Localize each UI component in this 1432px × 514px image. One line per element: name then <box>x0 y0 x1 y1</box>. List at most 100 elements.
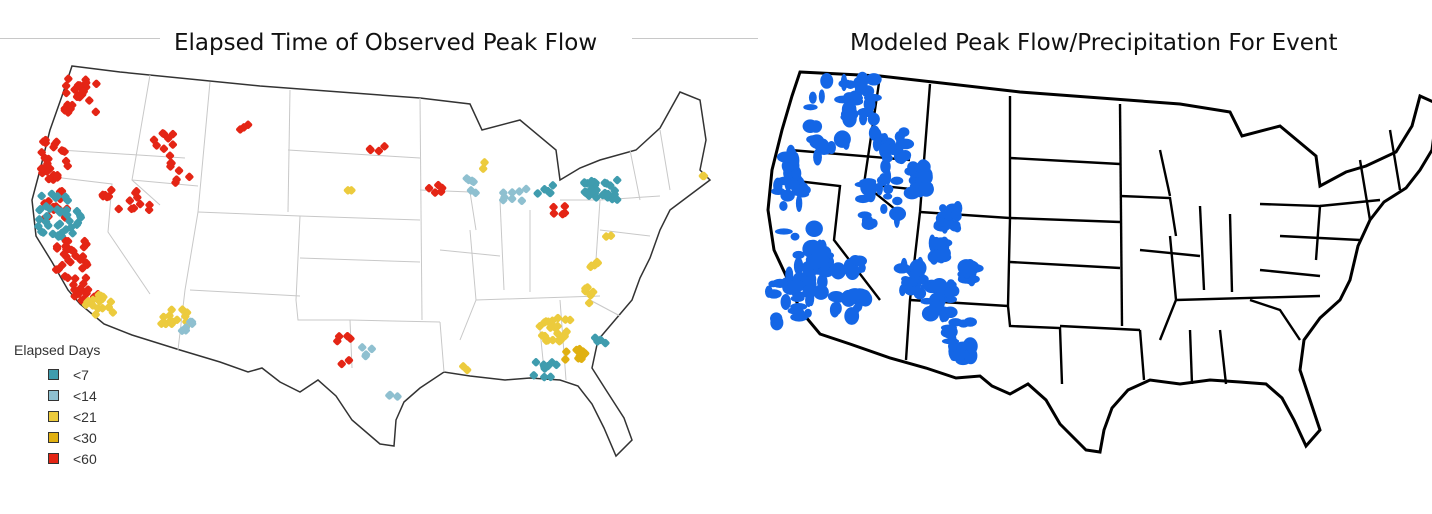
gauge-point <box>166 316 175 325</box>
gauge-point <box>471 188 480 197</box>
gauge-point <box>585 298 594 308</box>
precipitation-patch <box>879 142 892 159</box>
gauge-point <box>44 221 53 230</box>
gauge-point <box>556 336 565 345</box>
legend-label: <14 <box>73 387 97 404</box>
precipitation-patch <box>861 218 877 230</box>
gauge-point <box>549 209 559 218</box>
precipitation-patch <box>790 295 805 302</box>
gauge-point <box>479 164 488 173</box>
precipitation-patch <box>813 284 829 300</box>
gauge-point <box>35 215 44 224</box>
gauge-point <box>44 174 53 184</box>
gauge-point <box>62 88 71 98</box>
legend-item-lt60: <60 <box>14 448 100 469</box>
gauge-point <box>596 335 605 344</box>
precipitation-patch <box>876 181 883 196</box>
gauge-point <box>366 145 375 155</box>
gauge-point <box>55 219 65 229</box>
legend-swatch <box>48 369 59 380</box>
gauge-point <box>606 181 615 190</box>
legend-swatch <box>48 390 59 401</box>
gauge-point <box>553 322 562 331</box>
gauge-point <box>91 107 100 117</box>
gauge-point <box>164 134 173 143</box>
gauge-point <box>107 185 116 195</box>
precipitation-patch <box>791 169 799 180</box>
gauge-point <box>560 202 569 211</box>
gauge-point <box>131 188 140 197</box>
legend-label: <7 <box>73 366 89 383</box>
precipitation-patch <box>802 284 817 298</box>
precipitation-patch <box>803 104 818 111</box>
precipitation-patch <box>859 111 868 126</box>
gauge-point <box>393 392 402 401</box>
legend-item-lt21: <21 <box>14 406 100 427</box>
gauge-point <box>385 391 394 400</box>
gauge-point <box>114 204 123 214</box>
precipitation-patch <box>863 96 876 113</box>
precipitation-patch <box>899 284 906 297</box>
precipitation-patch <box>805 256 824 269</box>
gauge-point <box>529 371 538 380</box>
precipitation-patch <box>842 138 850 150</box>
gauge-point <box>548 181 557 190</box>
gauge-point <box>42 212 51 221</box>
precipitation-patch <box>918 181 934 197</box>
gauge-point <box>540 331 550 341</box>
legend-label: <30 <box>73 429 97 446</box>
gauge-point <box>587 177 596 186</box>
precipitation-patch <box>805 220 823 237</box>
gauge-point <box>79 87 88 96</box>
gauge-point <box>53 173 62 182</box>
precipitation-patch <box>783 190 790 200</box>
gauge-point <box>35 205 44 215</box>
precipitation-patch <box>818 89 825 104</box>
precipitation-patch <box>768 280 779 288</box>
gauge-point <box>181 323 190 332</box>
gauge-point <box>64 74 73 83</box>
gauge-point <box>127 204 136 213</box>
precipitation-patch <box>966 342 976 354</box>
gauge-point <box>69 247 78 256</box>
gauge-point <box>546 372 555 382</box>
precipitation-patch <box>852 304 860 314</box>
gauge-point <box>464 175 473 185</box>
precipitation-patch <box>785 266 794 283</box>
precipitation-patch <box>880 159 891 174</box>
gauge-point <box>39 228 48 237</box>
precipitation-patch <box>812 124 820 132</box>
precipitation-patch <box>779 201 788 212</box>
precipitation-patch <box>880 203 888 215</box>
gauge-point <box>437 187 446 196</box>
gauge-point <box>62 81 71 90</box>
gauge-point <box>535 322 544 331</box>
legend-label: <60 <box>73 450 97 467</box>
gauge-point <box>38 164 47 173</box>
precipitation-patch <box>920 283 937 290</box>
precipitation-patch <box>843 102 852 117</box>
precipitation-patch <box>919 160 931 173</box>
gauge-point <box>603 189 613 199</box>
gauge-point <box>63 273 72 282</box>
gauge-point <box>172 315 182 324</box>
gauge-point <box>188 319 197 328</box>
gauge-point <box>562 327 571 336</box>
gauge-point <box>544 317 553 326</box>
precipitation-patch <box>776 151 795 163</box>
title-rule-right <box>632 38 758 39</box>
gauge-point <box>104 303 113 312</box>
gauge-point <box>592 193 601 202</box>
gauge-point <box>367 344 376 354</box>
gauge-point <box>66 104 75 113</box>
gauge-point <box>547 358 557 367</box>
gauge-point <box>78 252 88 261</box>
gauge-point <box>515 187 524 196</box>
gauge-point <box>159 144 169 153</box>
precipitation-patch <box>939 204 947 212</box>
precipitation-patch <box>963 317 977 327</box>
precipitation-patch <box>780 293 791 310</box>
precipitation-patch <box>899 149 912 161</box>
precipitation-patch <box>890 176 904 185</box>
precipitation-patch <box>812 242 827 259</box>
